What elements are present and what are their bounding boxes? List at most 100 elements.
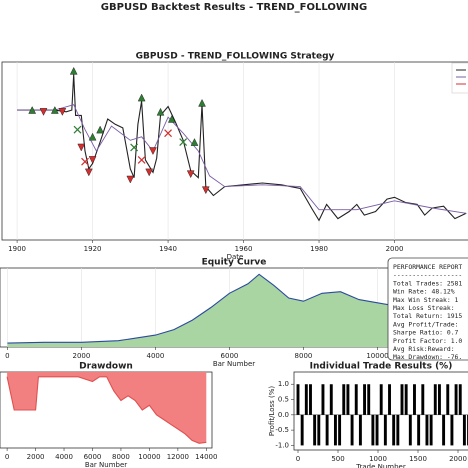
y-tick-label: 0.0	[278, 411, 289, 419]
signal-marker	[164, 129, 172, 138]
signal-marker	[201, 186, 210, 195]
report-box	[387, 257, 468, 361]
signal-marker	[156, 107, 165, 116]
trade-bar	[379, 384, 383, 415]
x-axis-label: Trade Number	[355, 463, 406, 468]
trade-bar	[446, 384, 450, 415]
signal-marker	[145, 168, 154, 177]
x-tick-label: 6000	[84, 453, 102, 461]
x-tick-label: 0	[5, 352, 9, 360]
signal-marker	[186, 170, 195, 179]
x-tick-label: 10000	[138, 453, 160, 461]
x-axis-label: Bar Number	[213, 360, 255, 368]
plot	[16, 62, 467, 240]
x-tick-label: 1980	[310, 245, 328, 253]
signal-marker	[179, 138, 188, 147]
x-tick-label: 14000	[195, 453, 217, 461]
x-tick-label: 2000	[73, 352, 91, 360]
legend-box	[451, 62, 468, 94]
trade-bar	[462, 414, 466, 446]
trade-bar	[433, 384, 437, 415]
trade-bar	[454, 384, 458, 415]
report-line: Win Rate: 48.12%	[393, 288, 455, 296]
signal-marker	[51, 106, 59, 114]
y-tick-label: 1.0	[278, 380, 289, 388]
report-line: ------------------	[393, 271, 462, 279]
signal-marker	[88, 156, 97, 164]
trade-bar	[304, 384, 308, 415]
signal-marker	[28, 106, 37, 114]
area	[7, 372, 207, 444]
figure-title: GBPUSD Backtest Results - TREND_FOLLOWIN…	[101, 2, 367, 13]
trade-bar	[350, 414, 354, 446]
trade-bar	[346, 384, 350, 415]
trade-bar	[358, 414, 362, 446]
trade-bar	[425, 414, 429, 446]
x-tick-label: 0	[296, 455, 300, 463]
legend	[451, 62, 468, 94]
y-tick-label: -0.5	[275, 426, 289, 434]
panel-title: Individual Trade Results (%)	[310, 362, 453, 372]
trade-bar	[388, 384, 391, 415]
report-line: Avg Profit/Trade:	[393, 320, 458, 328]
x-tick-label: 2000	[27, 453, 45, 461]
trade-bar	[342, 384, 346, 415]
signal-marker	[88, 132, 97, 141]
trade-bar	[300, 414, 304, 446]
signal-marker	[39, 108, 48, 116]
x-tick-label: 0	[5, 453, 9, 461]
trade-bar	[408, 414, 412, 446]
signal-marker	[69, 66, 78, 75]
area-line	[7, 273, 468, 344]
report-line: Profit Factor: 1.0	[393, 337, 462, 345]
trade-bar	[400, 384, 404, 415]
signal-marker	[137, 155, 146, 164]
trade-bar	[458, 384, 462, 415]
price-line	[17, 104, 467, 214]
trade-bar	[354, 384, 358, 415]
plot	[294, 384, 468, 446]
area-line	[6, 376, 207, 444]
trade-bar	[333, 414, 337, 446]
trade-bar	[383, 414, 387, 446]
report-line: Total Trades: 2581	[393, 279, 462, 287]
signal-marker	[126, 175, 135, 184]
trade-bar	[442, 414, 446, 446]
plot-area	[1, 61, 468, 241]
report-line: PERFORMANCE REPORT	[393, 263, 462, 271]
signal-marker	[198, 98, 206, 107]
signal-marker	[130, 143, 139, 152]
report-line: Max Drawdown: -76.	[393, 353, 462, 361]
panel: Drawdown 0 2000 4000 6000 8000 10000 12000 14000…	[0, 362, 217, 468]
x-tick-label: 12000	[167, 453, 189, 461]
x-tick-label: 10000	[366, 352, 388, 360]
trade-bar	[338, 414, 342, 446]
x-axis-label: Date	[227, 253, 244, 261]
signal-marker	[84, 168, 93, 177]
x-tick-label: 8000	[295, 352, 313, 360]
report-line: Avg Risk:Reward:	[393, 345, 455, 353]
y-tick-label: -1.0	[275, 441, 289, 449]
signal-marker	[96, 125, 104, 134]
signal-marker	[58, 108, 67, 116]
signal-marker	[137, 93, 146, 102]
x-tick-label: 2000	[386, 245, 404, 253]
trade-bar	[329, 384, 333, 415]
trade-bar	[417, 414, 421, 446]
trade-bar	[450, 414, 454, 446]
x-tick-label: 1920	[84, 245, 102, 253]
x-tick-label: 2000	[449, 455, 467, 463]
signal-marker	[168, 115, 176, 123]
y-tick-label: 0.5	[278, 396, 289, 404]
x-tick-label: 1900	[8, 245, 26, 253]
trade-bar	[392, 414, 396, 446]
report-line: Sharpe Ratio: 0.7	[393, 329, 459, 337]
trade-bar	[421, 384, 425, 415]
x-tick-label: 1000	[369, 455, 387, 463]
trade-bar	[437, 384, 441, 415]
signal-marker	[73, 125, 82, 134]
x-tick-label: 8000	[112, 453, 130, 461]
area	[7, 274, 468, 347]
signal-marker	[81, 157, 89, 166]
signal-marker	[77, 143, 86, 152]
